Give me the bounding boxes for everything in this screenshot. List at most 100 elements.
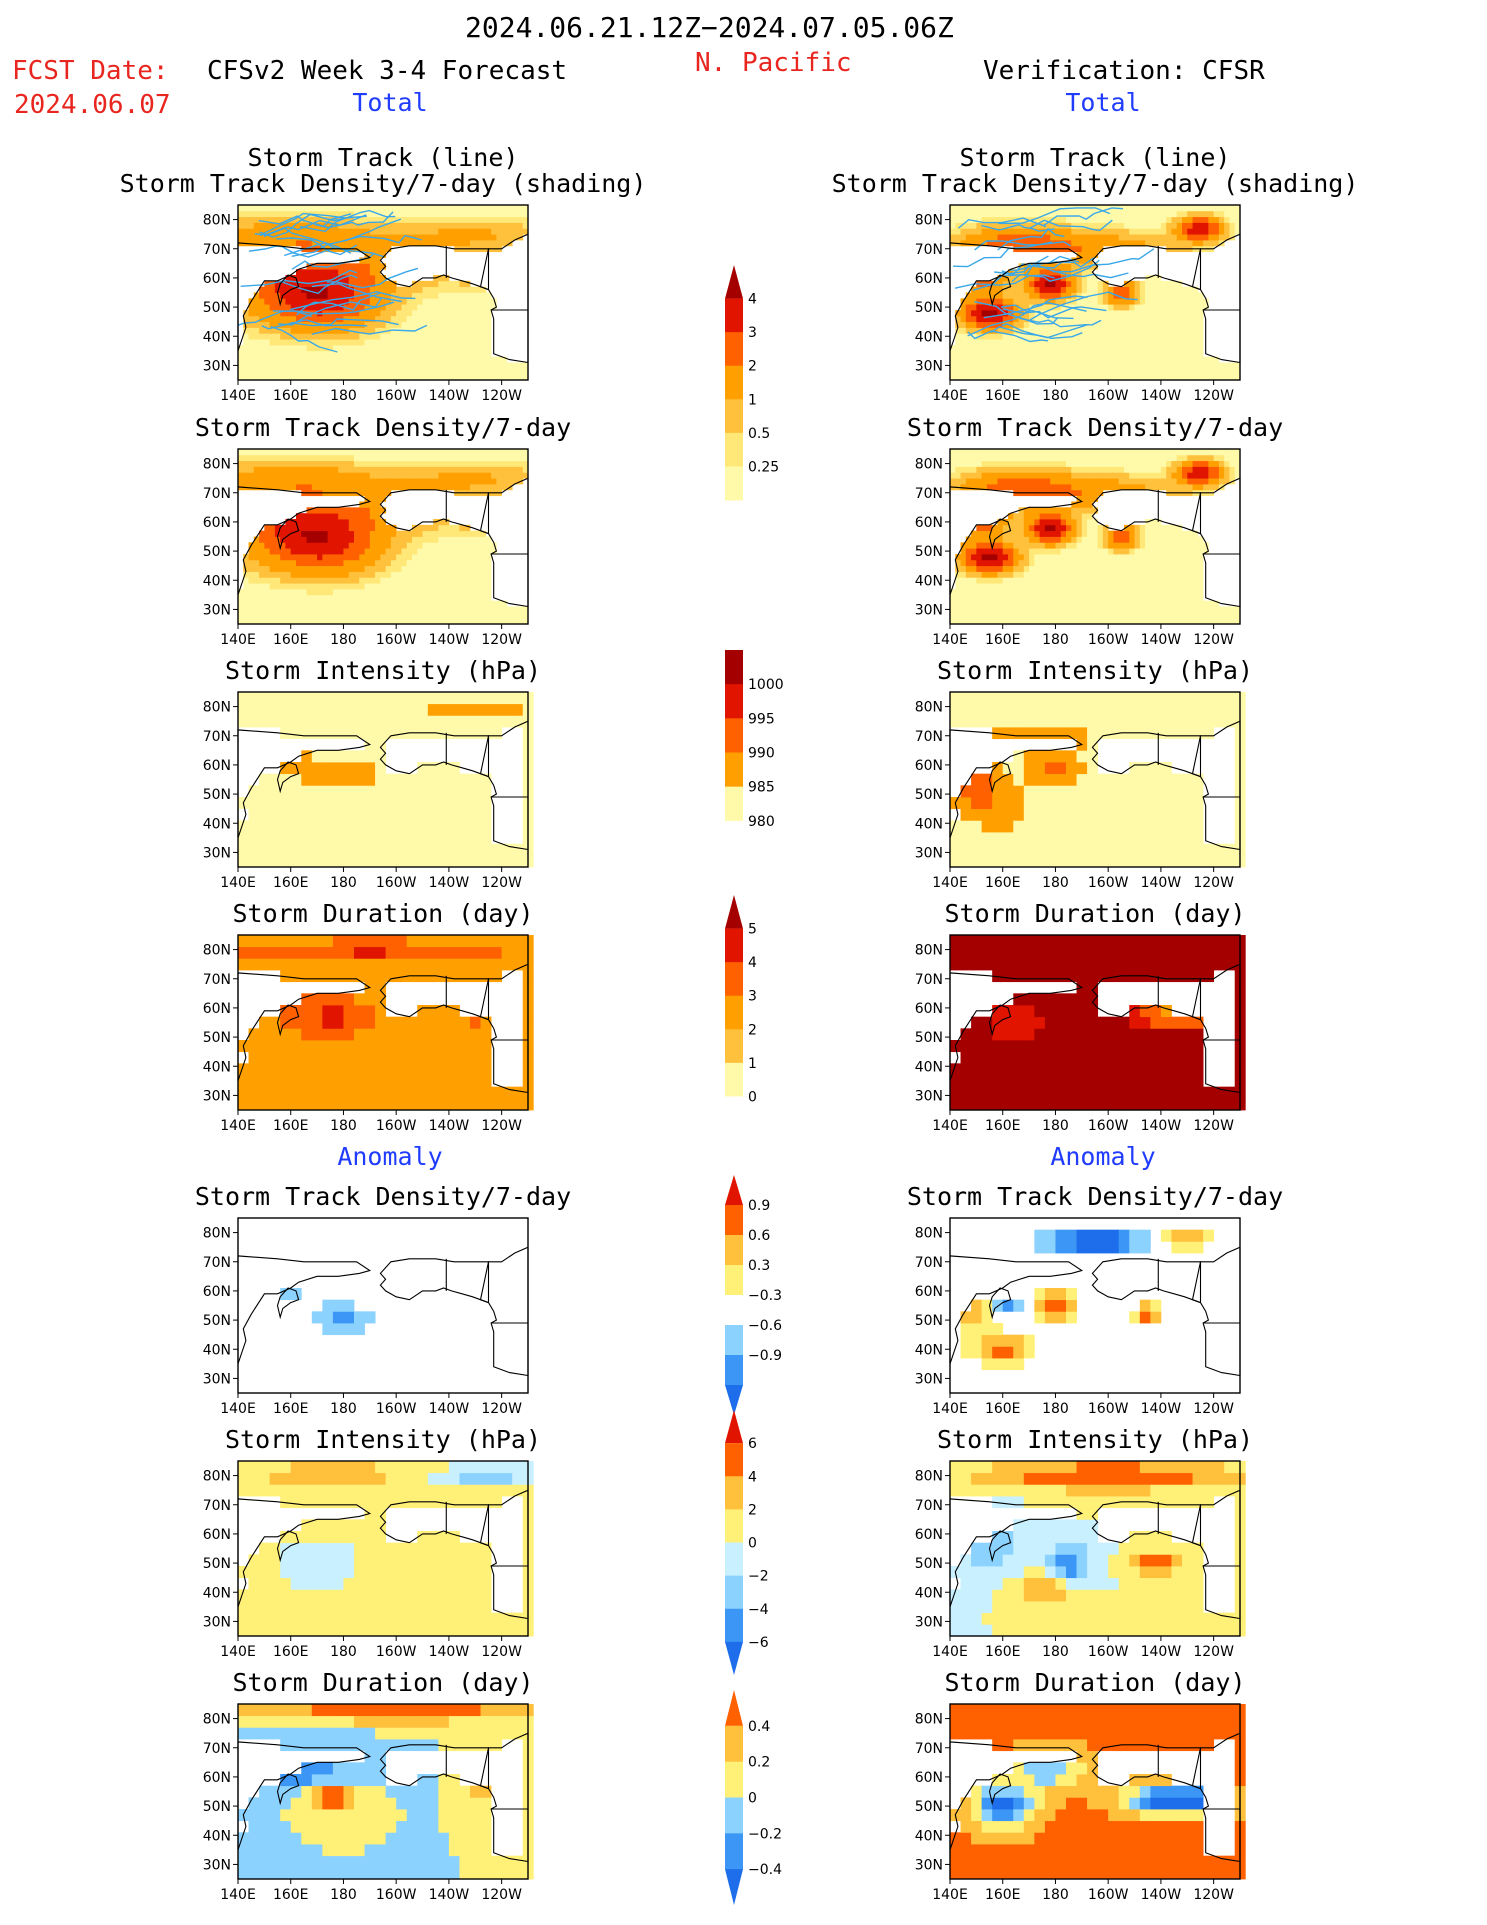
heatmap-cell — [301, 222, 307, 229]
heatmap-cell — [438, 286, 445, 293]
heatmap-cell — [390, 559, 397, 567]
heatmap-cell — [992, 339, 998, 346]
heatmap-cell — [338, 240, 344, 247]
heatmap-cell — [1166, 333, 1172, 340]
heatmap-cell — [475, 484, 481, 491]
heatmap-cell — [338, 530, 344, 537]
heatmap-cell — [438, 454, 445, 462]
heatmap-cell — [971, 548, 977, 555]
heatmap-cell — [317, 513, 323, 520]
heatmap-cell — [986, 571, 993, 578]
heatmap-cell — [480, 321, 487, 328]
heatmap-cell — [343, 374, 350, 381]
heatmap-cell — [438, 548, 445, 555]
heatmap-cell — [422, 478, 429, 485]
heatmap-cell — [1071, 210, 1077, 218]
heatmap-cell — [1034, 589, 1041, 596]
heatmap-cell — [512, 228, 518, 235]
heatmap-cell — [1197, 228, 1204, 235]
heatmap-cell — [1034, 304, 1041, 311]
heatmap-cell — [1139, 362, 1146, 369]
heatmap-cell — [1044, 612, 1051, 619]
heatmap-cell — [1034, 600, 1041, 607]
heatmap-cell — [354, 345, 360, 352]
heatmap-cell — [248, 216, 255, 223]
heatmap-cell — [1023, 612, 1030, 619]
heatmap-cell — [253, 583, 260, 590]
heatmap-cell — [348, 478, 355, 485]
heatmap-cell — [301, 454, 307, 462]
heatmap-cell — [238, 594, 244, 602]
heatmap-cell — [354, 530, 360, 537]
heatmap-cell — [327, 536, 334, 543]
heatmap-cell — [412, 454, 418, 462]
heatmap-cell — [369, 205, 376, 212]
heatmap-cell — [280, 542, 286, 549]
heatmap-cell — [485, 356, 492, 363]
heatmap-cell — [369, 263, 376, 270]
heatmap-cell — [1124, 374, 1130, 381]
heatmap-cell — [485, 460, 492, 467]
heatmap-cell — [327, 460, 334, 467]
heatmap-cell — [422, 554, 429, 561]
heatmap-cell — [332, 454, 339, 462]
heatmap-cell — [1076, 240, 1083, 247]
heatmap-cell — [491, 222, 497, 229]
heatmap-cell — [1171, 292, 1178, 299]
heatmap-cell — [385, 454, 392, 462]
heatmap-cell — [380, 495, 387, 502]
heatmap-cell — [501, 228, 508, 235]
heatmap-cell — [1102, 594, 1109, 602]
heatmap-cell — [470, 449, 476, 456]
heatmap-cell — [1113, 612, 1120, 619]
heatmap-cell — [311, 466, 318, 473]
storm-track-line — [261, 319, 368, 330]
heatmap-cell — [290, 339, 297, 346]
heatmap-cell — [475, 228, 481, 235]
heatmap-cell — [491, 618, 497, 625]
heatmap-cell — [417, 280, 423, 288]
heatmap-cell — [290, 519, 297, 526]
heatmap-cell — [992, 240, 998, 247]
heatmap-cell — [454, 559, 460, 567]
heatmap-cell — [1013, 210, 1019, 218]
heatmap-cell — [359, 489, 365, 497]
heatmap-cell — [364, 210, 371, 218]
heatmap-cell — [986, 310, 993, 317]
heatmap-cell — [1182, 310, 1188, 317]
heatmap-cell — [317, 536, 323, 543]
heatmap-cell — [427, 286, 434, 293]
heatmap-cell — [296, 333, 302, 340]
heatmap-cell — [401, 368, 408, 375]
heatmap-cell — [412, 542, 418, 549]
heatmap-cell — [459, 536, 466, 543]
heatmap-cell — [1029, 222, 1035, 229]
heatmap-cell — [506, 362, 513, 369]
heatmap-cell — [390, 333, 397, 340]
heatmap-cell — [390, 304, 397, 311]
heatmap-cell — [369, 559, 376, 567]
heatmap-cell — [1055, 507, 1062, 514]
heatmap-cell — [448, 460, 455, 467]
storm-track-line — [974, 240, 1072, 251]
heatmap-cell — [1118, 350, 1125, 358]
heatmap-cell — [380, 356, 387, 363]
heatmap-cell — [359, 304, 365, 311]
heatmap-cell — [491, 216, 497, 223]
heatmap-cell — [448, 345, 455, 352]
heatmap-cell — [1023, 507, 1030, 514]
heatmap-cell — [259, 589, 265, 596]
heatmap-cell — [359, 345, 365, 352]
heatmap-cell — [438, 321, 445, 328]
heatmap-cell — [274, 321, 281, 328]
heatmap-cell — [1081, 362, 1088, 369]
heatmap-cell — [1050, 454, 1056, 462]
heatmap-cell — [385, 280, 392, 288]
heatmap-cell — [1013, 594, 1019, 602]
heatmap-cell — [348, 577, 355, 584]
heatmap-cell — [448, 606, 455, 613]
heatmap-cell — [1092, 589, 1099, 596]
heatmap-cell — [965, 542, 972, 549]
heatmap-cell — [317, 345, 323, 352]
heatmap-cell — [338, 612, 344, 619]
